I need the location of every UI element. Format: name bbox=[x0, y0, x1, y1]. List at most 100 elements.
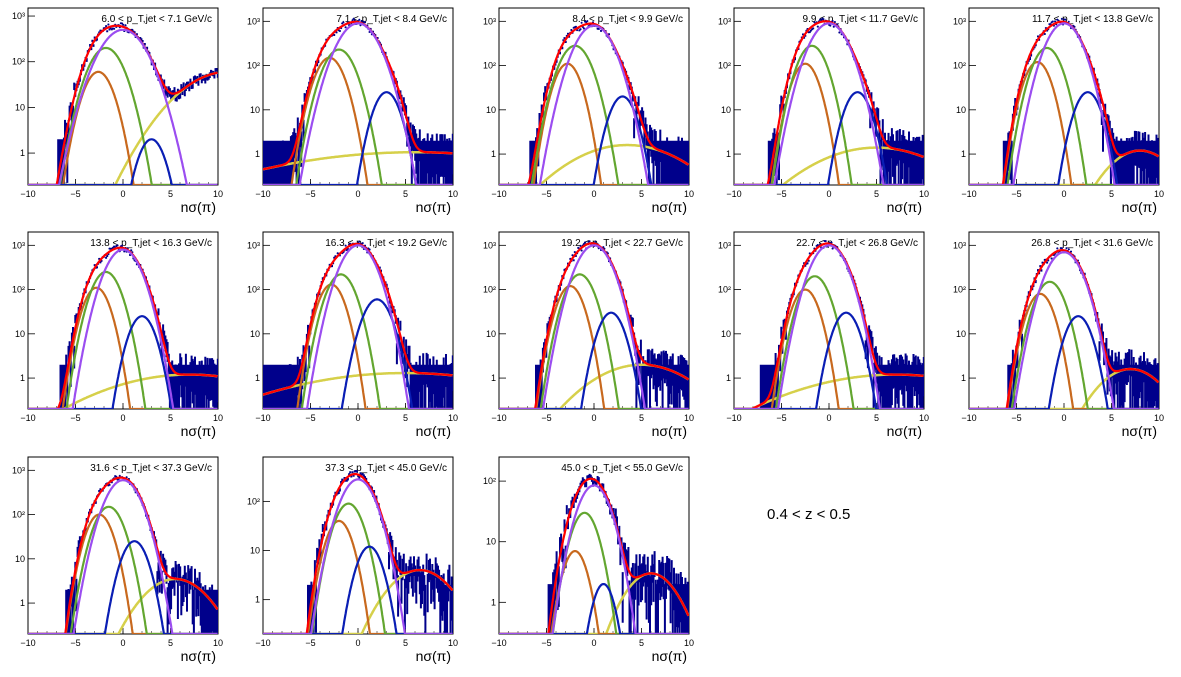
y-tick-label: 10³ bbox=[12, 11, 25, 21]
plot-area bbox=[263, 240, 453, 409]
total-fit-curve bbox=[499, 22, 689, 185]
kaon-fit-curve bbox=[734, 44, 924, 185]
x-tick-label: −10 bbox=[961, 189, 976, 199]
electron-fit-curve bbox=[28, 315, 218, 409]
x-tick-label: 10 bbox=[213, 413, 223, 423]
x-tick-label: 5 bbox=[403, 413, 408, 423]
pion-fit-curve bbox=[969, 22, 1159, 185]
panel-title: 7.1 < p_T,jet < 8.4 GeV/c bbox=[336, 14, 447, 25]
x-axis-title: nσ(π) bbox=[887, 199, 922, 215]
x-tick-label: 5 bbox=[639, 638, 644, 648]
kaon-fit-curve bbox=[263, 502, 453, 634]
plot-area bbox=[28, 22, 218, 185]
x-axis-title: nσ(π) bbox=[416, 423, 451, 439]
y-tick-label: 10² bbox=[12, 285, 25, 295]
kaon-fit-curve bbox=[28, 505, 218, 634]
y-tick-label: 10 bbox=[250, 329, 260, 339]
total-fit-curve bbox=[499, 477, 689, 634]
plot-frame bbox=[27, 456, 219, 635]
x-tick-label: 10 bbox=[919, 413, 929, 423]
y-tick-label: 10³ bbox=[483, 240, 496, 250]
plot-frame bbox=[27, 7, 219, 186]
x-axis-title: nσ(π) bbox=[652, 648, 687, 664]
plot-area bbox=[499, 20, 689, 185]
kaon-fit-curve bbox=[969, 280, 1159, 409]
plot-area bbox=[28, 474, 218, 634]
y-tick-label: 1 bbox=[961, 149, 966, 159]
x-tick-label: 10 bbox=[919, 189, 929, 199]
x-tick-label: 5 bbox=[639, 189, 644, 199]
total-fit-curve bbox=[734, 20, 924, 185]
x-tick-label: 0 bbox=[591, 638, 596, 648]
panel-title: 26.8 < p_T,jet < 31.6 GeV/c bbox=[1031, 238, 1153, 249]
y-tick-label: 10² bbox=[483, 61, 496, 71]
x-tick-label: 5 bbox=[874, 413, 879, 423]
y-tick-label: 1 bbox=[255, 373, 260, 383]
kaon-fit-curve bbox=[499, 44, 689, 185]
y-tick-label: 10² bbox=[483, 476, 496, 486]
proton-fit-curve bbox=[969, 61, 1159, 185]
pion-fit-curve bbox=[734, 244, 924, 409]
total-fit-curve bbox=[969, 20, 1159, 185]
x-tick-label: −10 bbox=[255, 413, 270, 423]
plot-area bbox=[969, 247, 1159, 409]
x-tick-label: −10 bbox=[726, 413, 741, 423]
pion-fit-curve bbox=[28, 248, 218, 409]
x-tick-label: 5 bbox=[168, 638, 173, 648]
x-tick-label: −5 bbox=[776, 413, 786, 423]
x-tick-label: 10 bbox=[684, 638, 694, 648]
y-tick-label: 1 bbox=[255, 149, 260, 159]
panel-title: 6.0 < p_T,jet < 7.1 GeV/c bbox=[101, 14, 212, 25]
panel-title: 37.3 < p_T,jet < 45.0 GeV/c bbox=[325, 463, 447, 474]
plot-area bbox=[28, 244, 218, 409]
x-tick-label: 10 bbox=[448, 638, 458, 648]
plot-area bbox=[263, 17, 453, 185]
chart-panel-11: −10 −5 0 5 10 1 10 10² 10³ nσ(π) 31.6 < p_T,jet < … bbox=[12, 456, 223, 664]
x-tick-label: −10 bbox=[491, 638, 506, 648]
pion-fit-curve bbox=[499, 244, 689, 409]
y-tick-label: 10² bbox=[483, 285, 496, 295]
kaon-fit-curve bbox=[499, 511, 689, 634]
electron-fit-curve bbox=[499, 583, 689, 634]
x-tick-label: −10 bbox=[20, 189, 35, 199]
x-tick-label: 5 bbox=[403, 638, 408, 648]
total-fit-curve bbox=[263, 20, 453, 171]
panel-title: 22.7 < p_T,jet < 26.8 GeV/c bbox=[796, 238, 918, 249]
x-tick-label: −5 bbox=[1011, 189, 1021, 199]
y-tick-label: 10² bbox=[12, 57, 25, 67]
y-tick-label: 1 bbox=[255, 595, 260, 605]
pion-fit-curve bbox=[499, 484, 689, 634]
proton-fit-curve bbox=[28, 286, 218, 409]
electron-fit-curve bbox=[28, 540, 218, 634]
x-axis-title: nσ(π) bbox=[181, 423, 216, 439]
proton-fit-curve bbox=[969, 292, 1159, 409]
x-tick-label: −10 bbox=[961, 413, 976, 423]
y-tick-label: 10² bbox=[12, 510, 25, 520]
chart-panel-1: −10 −5 0 5 10 1 10 10² 10³ nσ(π) 6.0 < p_T,jet < 7… bbox=[12, 7, 223, 215]
y-tick-label: 1 bbox=[726, 373, 731, 383]
x-axis-title: nσ(π) bbox=[1122, 423, 1157, 439]
plot-area bbox=[734, 17, 924, 185]
x-tick-label: 10 bbox=[684, 189, 694, 199]
plot-area bbox=[734, 240, 924, 409]
x-tick-label: −5 bbox=[305, 413, 315, 423]
proton-fit-curve bbox=[28, 513, 218, 634]
x-axis-title: nσ(π) bbox=[181, 648, 216, 664]
proton-fit-curve bbox=[28, 70, 218, 185]
pion-fit-curve bbox=[28, 478, 218, 634]
x-tick-label: −5 bbox=[541, 189, 551, 199]
plot-area bbox=[499, 473, 689, 634]
y-tick-label: 10³ bbox=[953, 16, 966, 26]
x-axis-title: nσ(π) bbox=[181, 199, 216, 215]
y-tick-label: 10 bbox=[15, 554, 25, 564]
x-tick-label: −5 bbox=[305, 638, 315, 648]
y-tick-label: 10³ bbox=[718, 240, 731, 250]
chart-panel-7: −10 −5 0 5 10 1 10 10² 10³ nσ(π) 16.3 < p_T,jet < … bbox=[247, 231, 458, 439]
x-tick-label: −5 bbox=[541, 638, 551, 648]
x-tick-label: −10 bbox=[491, 413, 506, 423]
electron-fit-curve bbox=[263, 91, 453, 185]
x-tick-label: 10 bbox=[1154, 189, 1164, 199]
pion-fit-curve bbox=[28, 28, 218, 185]
x-tick-label: 10 bbox=[448, 413, 458, 423]
